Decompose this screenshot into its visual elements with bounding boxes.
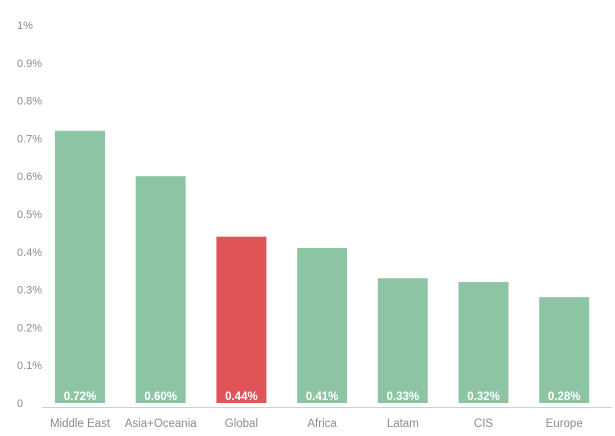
- y-tick-label: 0.7%: [17, 133, 42, 145]
- x-category-label: Europe: [546, 418, 583, 430]
- x-category-label: CIS: [474, 418, 494, 430]
- y-tick-label: 0.9%: [17, 58, 42, 70]
- bar-asia-oceania: [135, 176, 186, 403]
- data-label: 0.72%: [64, 391, 97, 403]
- bar-africa: [297, 248, 348, 403]
- x-category-label: Africa: [307, 418, 337, 430]
- y-tick-label: 1%: [17, 20, 33, 32]
- y-tick-label: 0.5%: [17, 209, 42, 221]
- y-tick-label: 0.8%: [17, 96, 42, 108]
- y-axis-ticks: 0 0.1% 0.2% 0.3% 0.4% 0.5% 0.6% 0.7% 0.8% 0.9% 1%: [17, 20, 42, 410]
- y-tick-label: 0.1%: [17, 360, 42, 372]
- bar-middle-east: [55, 130, 105, 403]
- data-label: 0.44%: [225, 391, 258, 403]
- x-category-label: Middle East: [50, 418, 111, 430]
- data-label: 0.28%: [548, 391, 581, 403]
- x-axis-labels: Middle East Asia+Oceania Global Africa Latam…: [50, 418, 583, 430]
- bar-cis: [458, 282, 509, 403]
- bar-global: [216, 236, 267, 403]
- data-label: 0.41%: [306, 391, 339, 403]
- bars: 0.72% 0.60% 0.44% 0.41% 0.33% 0.32% 0.28%: [55, 130, 590, 403]
- x-category-label: Global: [225, 418, 258, 430]
- data-label: 0.32%: [467, 391, 500, 403]
- y-tick-label: 0: [17, 398, 23, 410]
- y-tick-label: 0.3%: [17, 285, 42, 297]
- y-tick-label: 0.2%: [17, 322, 42, 334]
- x-category-label: Asia+Oceania: [125, 418, 198, 430]
- y-tick-label: 0.6%: [17, 171, 42, 183]
- bar-latam: [377, 278, 428, 403]
- y-tick-label: 0.4%: [17, 247, 42, 259]
- data-label: 0.33%: [386, 391, 419, 403]
- data-label: 0.60%: [144, 391, 177, 403]
- bar-europe: [539, 297, 590, 403]
- x-category-label: Latam: [387, 418, 419, 430]
